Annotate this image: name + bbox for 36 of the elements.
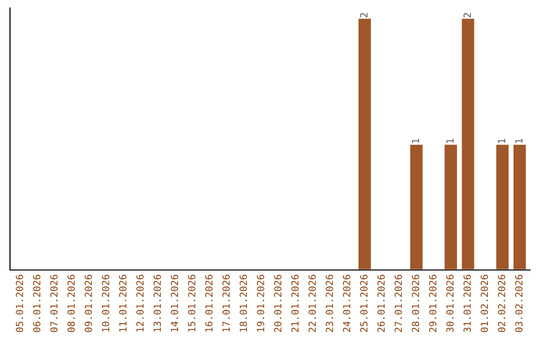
- x-tick-label: 20.01.2026: [274, 274, 282, 332]
- data-label: 2: [464, 13, 471, 18]
- x-tick-label: 01.02.2026: [480, 274, 488, 332]
- x-tick-label: 10.01.2026: [102, 274, 110, 332]
- x-tick-label: 28.01.2026: [412, 274, 420, 332]
- x-tick-label: 19.01.2026: [256, 274, 264, 332]
- x-tick-label: 16.01.2026: [205, 274, 213, 332]
- x-tick-label: 13.01.2026: [154, 274, 161, 332]
- x-tick-label: 27.01.2026: [394, 274, 402, 332]
- x-tick-label: 09.01.2026: [84, 274, 92, 332]
- x-tick-label: 05.01.2026: [16, 274, 24, 332]
- data-label: 1: [498, 138, 506, 143]
- x-tick-label: 17.01.2026: [222, 274, 230, 332]
- x-tick-label: 29.01.2026: [429, 274, 436, 332]
- data-label: 2: [360, 13, 368, 18]
- x-tick-label: 11.01.2026: [119, 274, 126, 332]
- data-label: 1: [412, 138, 420, 143]
- data-label: 1: [515, 138, 522, 143]
- data-label: 1: [446, 138, 454, 143]
- x-tick-label: 14.01.2026: [170, 274, 178, 332]
- x-tick-label: 22.01.2026: [308, 274, 316, 332]
- x-tick-label: 18.01.2026: [240, 274, 248, 332]
- x-tick-label: 02.02.2026: [498, 274, 506, 332]
- x-tick-label: 26.01.2026: [377, 274, 385, 332]
- x-tick-label: 21.01.2026: [291, 274, 299, 332]
- x-tick-label: 03.02.2026: [515, 274, 523, 332]
- x-tick-label: 07.01.2026: [50, 274, 58, 332]
- x-tick-label: 23.01.2026: [326, 274, 334, 332]
- x-tick-label: 24.01.2026: [342, 274, 350, 332]
- x-tick-label: 15.01.2026: [188, 274, 196, 332]
- x-tick-label: 30.01.2026: [446, 274, 454, 332]
- x-tick-label: 31.01.2026: [464, 274, 471, 332]
- x-tick-label: 08.01.2026: [67, 274, 75, 332]
- x-tick-label: 12.01.2026: [136, 274, 144, 332]
- x-tick-label: 25.01.2026: [360, 274, 368, 332]
- x-tick-label: 06.01.2026: [33, 274, 40, 332]
